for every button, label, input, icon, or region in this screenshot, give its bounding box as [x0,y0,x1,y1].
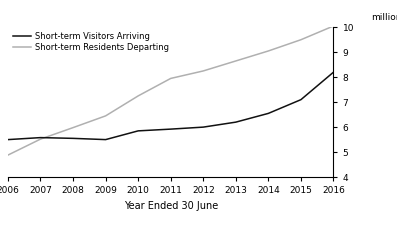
Text: million: million [371,13,397,22]
X-axis label: Year Ended 30 June: Year Ended 30 June [123,201,218,211]
Legend: Short-term Visitors Arriving, Short-term Residents Departing: Short-term Visitors Arriving, Short-term… [12,31,170,53]
